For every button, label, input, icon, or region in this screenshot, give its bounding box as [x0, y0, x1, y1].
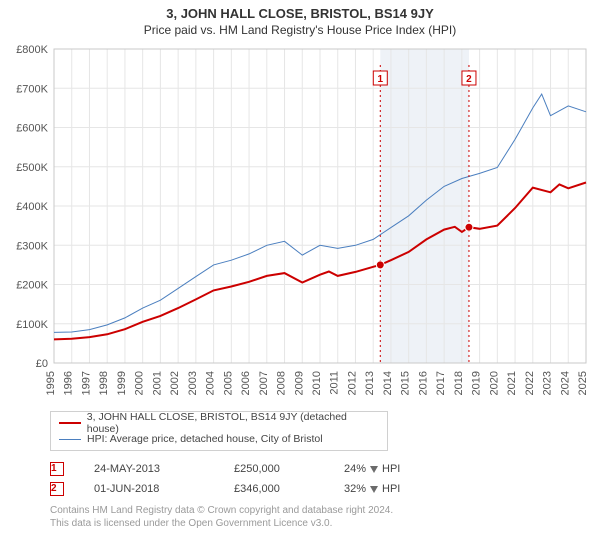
x-tick-label: 2010 — [311, 371, 323, 395]
chart-container: £0 £100K £200K £300K £400K £500K £600K £700K £80… — [10, 43, 590, 403]
y-tick-label: £300K — [16, 240, 48, 252]
legend: 3, JOHN HALL CLOSE, BRISTOL, BS14 9JY (d… — [50, 411, 388, 451]
x-tick-label: 1996 — [63, 371, 75, 395]
y-tick-label: £800K — [16, 44, 48, 56]
footer-line-1: Contains HM Land Registry data © Crown c… — [50, 505, 590, 518]
page-title: 3, JOHN HALL CLOSE, BRISTOL, BS14 9JY — [10, 6, 590, 21]
x-tick-label: 2013 — [364, 371, 376, 395]
legend-item: 3, JOHN HALL CLOSE, BRISTOL, BS14 9JY (d… — [59, 415, 379, 431]
x-tick-label: 2003 — [187, 371, 199, 395]
sale-date: 01-JUN-2018 — [94, 483, 204, 495]
sale-diff-label: HPI — [382, 483, 400, 495]
sale-price: £346,000 — [234, 483, 314, 495]
x-tick-label: 2012 — [346, 371, 358, 395]
y-tick-label: £0 — [36, 358, 48, 370]
sale-row: 1 24-MAY-2013 £250,000 24% HPI — [50, 459, 590, 479]
x-tick-label: 2008 — [276, 371, 288, 395]
sale-diff-label: HPI — [382, 463, 400, 475]
x-tick-label: 2017 — [435, 371, 447, 395]
x-tick-label: 1995 — [45, 371, 57, 395]
footer-attribution: Contains HM Land Registry data © Crown c… — [50, 505, 590, 530]
y-tick-label: £100K — [16, 319, 48, 331]
x-tick-label: 2015 — [400, 371, 412, 395]
x-tick-label: 2011 — [329, 371, 341, 395]
sale-marker-dot — [465, 223, 473, 231]
x-tick-label: 2023 — [542, 371, 554, 395]
x-tick-label: 2002 — [169, 371, 181, 395]
arrow-down-icon — [370, 486, 378, 493]
arrow-down-icon — [370, 466, 378, 473]
x-tick-label: 2020 — [488, 371, 500, 395]
sale-date: 24-MAY-2013 — [94, 463, 204, 475]
sale-marker-dot — [376, 261, 384, 269]
x-tick-label: 2007 — [258, 371, 270, 395]
x-tick-label: 1998 — [98, 371, 110, 395]
x-tick-label: 2018 — [453, 371, 465, 395]
x-tick-label: 2025 — [577, 371, 589, 395]
sale-row-marker: 1 — [50, 462, 64, 476]
legend-label: HPI: Average price, detached house, City… — [87, 433, 323, 445]
y-tick-label: £400K — [16, 201, 48, 213]
y-tick-label: £200K — [16, 280, 48, 292]
sale-row-marker: 2 — [50, 482, 64, 496]
x-tick-label: 2005 — [222, 371, 234, 395]
legend-swatch — [59, 422, 81, 424]
sale-row: 2 01-JUN-2018 £346,000 32% HPI — [50, 479, 590, 499]
sale-diff: 24% HPI — [344, 463, 454, 475]
x-tick-label: 2019 — [471, 371, 483, 395]
y-tick-label: £600K — [16, 123, 48, 135]
x-tick-label: 1999 — [116, 371, 128, 395]
x-tick-label: 2021 — [506, 371, 518, 395]
x-tick-label: 2024 — [559, 371, 571, 395]
x-tick-label: 2016 — [417, 371, 429, 395]
sale-diff: 32% HPI — [344, 483, 454, 495]
sales-table: 1 24-MAY-2013 £250,000 24% HPI 2 01-JUN-2018 £3… — [50, 459, 590, 499]
x-tick-label: 2000 — [134, 371, 146, 395]
sale-diff-pct: 32% — [344, 483, 366, 495]
legend-swatch — [59, 439, 81, 440]
sale-diff-pct: 24% — [344, 463, 366, 475]
y-tick-label: £700K — [16, 83, 48, 95]
footer-line-2: This data is licensed under the Open Gov… — [50, 518, 590, 531]
x-tick-label: 2022 — [524, 371, 536, 395]
x-tick-label: 2004 — [205, 371, 217, 395]
x-tick-label: 2001 — [151, 371, 163, 395]
sale-price: £250,000 — [234, 463, 314, 475]
x-tick-label: 2009 — [293, 371, 305, 395]
sale-marker-badge-label: 1 — [378, 74, 384, 85]
sale-marker-badge-label: 2 — [466, 74, 472, 85]
x-tick-label: 2006 — [240, 371, 252, 395]
y-tick-label: £500K — [16, 162, 48, 174]
page-subtitle: Price paid vs. HM Land Registry's House … — [10, 23, 590, 37]
legend-label: 3, JOHN HALL CLOSE, BRISTOL, BS14 9JY (d… — [87, 411, 379, 435]
x-tick-label: 2014 — [382, 371, 394, 395]
price-chart: £0 £100K £200K £300K £400K £500K £600K £700K £80… — [10, 43, 590, 403]
x-tick-label: 1997 — [80, 371, 92, 395]
